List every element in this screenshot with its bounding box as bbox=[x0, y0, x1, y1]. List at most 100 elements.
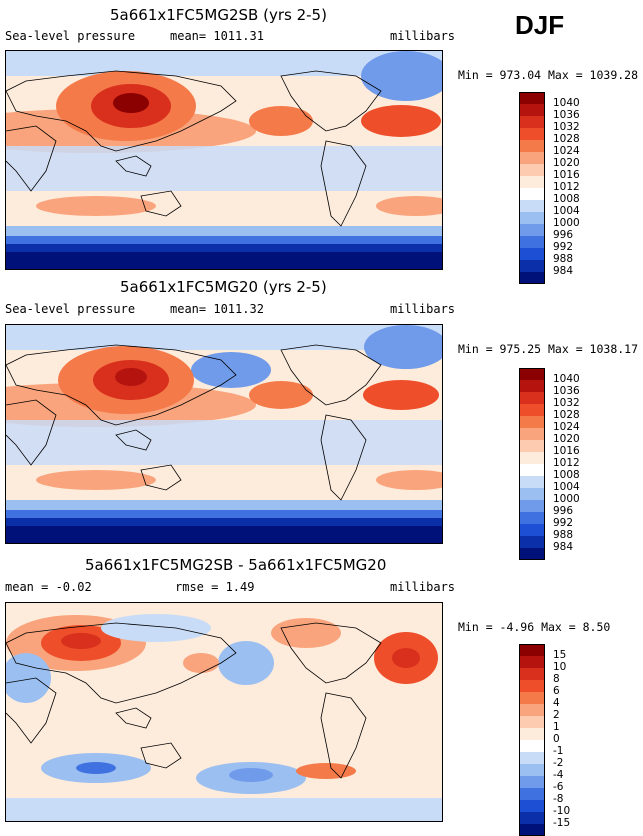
panel-3-units-label: millibars bbox=[390, 580, 456, 594]
colorbar-swatch bbox=[519, 368, 545, 380]
panel-1-south-atlantic-high bbox=[376, 196, 442, 216]
panel-2-pacific-high bbox=[249, 381, 313, 409]
panel-2-siberian-high-core bbox=[115, 368, 147, 386]
colorbar-swatch bbox=[519, 164, 545, 176]
panel-3-tropics bbox=[6, 703, 442, 753]
panel-3-south-positive bbox=[296, 763, 356, 779]
colorbar-swatch bbox=[519, 464, 545, 476]
colorbar-level-label: 1008 bbox=[553, 469, 580, 481]
panel-2-southern-band-4 bbox=[6, 526, 442, 543]
panel-1-arctic-low bbox=[361, 51, 442, 101]
colorbar-level-label: 1020 bbox=[553, 433, 580, 445]
panel-2-atlantic-high bbox=[363, 380, 439, 410]
colorbar-level-label: 988 bbox=[553, 529, 574, 541]
panel-3-arctic-negative bbox=[101, 614, 211, 642]
panel-1-southern-band-2 bbox=[6, 236, 442, 244]
panel-2-equatorial-low-band bbox=[6, 420, 442, 465]
panel-2-colorbar: 1040 1036 1032 1028 1024 1020 1016 1012 1008 1004… bbox=[519, 368, 580, 560]
panel-1-siberian-high-core bbox=[113, 93, 149, 113]
colorbar-swatch bbox=[519, 644, 545, 656]
colorbar-swatch bbox=[519, 152, 545, 164]
panel-1-mean-label: mean= 1011.31 bbox=[170, 29, 264, 43]
panel-3-rmse-label: rmse = 1.49 bbox=[175, 580, 255, 594]
panel-1-south-indian-high bbox=[36, 196, 156, 216]
colorbar-level-label: -10 bbox=[553, 805, 571, 817]
colorbar-level-label: 1004 bbox=[553, 481, 580, 493]
colorbar-swatch bbox=[519, 116, 545, 128]
colorbar-swatch bbox=[519, 500, 545, 512]
colorbar-level-label: 1012 bbox=[553, 457, 580, 469]
panel-1-equatorial-low-band bbox=[6, 146, 442, 191]
colorbar-level-label: -8 bbox=[553, 793, 564, 805]
panel-1-southern-band-4 bbox=[6, 252, 442, 269]
colorbar-level-label: 1032 bbox=[553, 121, 580, 133]
panel-1-units-label: millibars bbox=[390, 29, 456, 43]
colorbar-swatch bbox=[519, 548, 545, 560]
colorbar-swatch bbox=[519, 452, 545, 464]
panel-2-map-svg bbox=[6, 325, 442, 543]
colorbar-swatch bbox=[519, 752, 545, 764]
colorbar-swatch bbox=[519, 704, 545, 716]
colorbar-swatch bbox=[519, 524, 545, 536]
colorbar-swatch bbox=[519, 92, 545, 104]
colorbar-level-label: 1 bbox=[553, 721, 560, 733]
panel-1-colorbar: 1040 1036 1032 1028 1024 1020 1016 1012 1008 1004… bbox=[519, 92, 580, 284]
colorbar-boxes bbox=[519, 644, 545, 836]
panel-3-south-negative-2-core bbox=[229, 768, 273, 782]
colorbar-level-label: 1028 bbox=[553, 133, 580, 145]
colorbar-swatch bbox=[519, 536, 545, 548]
panel-3-map-svg bbox=[6, 603, 442, 821]
colorbar-swatch bbox=[519, 476, 545, 488]
colorbar-level-label: 992 bbox=[553, 517, 574, 529]
panel-2-south-indian-high bbox=[36, 470, 156, 490]
colorbar-swatch bbox=[519, 236, 545, 248]
panel-2-southern-band-3 bbox=[6, 518, 442, 526]
panel-2-variable-label: Sea-level pressure bbox=[5, 302, 136, 316]
colorbar-boxes bbox=[519, 92, 545, 284]
panel-3-mean-label: mean = -0.02 bbox=[5, 580, 92, 594]
colorbar-swatch bbox=[519, 200, 545, 212]
panel-1-title: 5a661x1FC5MG2SB (yrs 2-5) bbox=[110, 6, 327, 24]
panel-3-atlantic-positive-core bbox=[392, 648, 420, 668]
colorbar-level-label: -1 bbox=[553, 745, 564, 757]
panel-1-map-svg bbox=[6, 51, 442, 269]
colorbar-level-label: -15 bbox=[553, 817, 571, 829]
panel-2-arctic-low bbox=[364, 325, 442, 369]
colorbar-level-label: 1024 bbox=[553, 421, 580, 433]
panel-3-antarctic-band bbox=[6, 798, 442, 821]
panel-1-minmax: Min = 973.04 Max = 1039.28 bbox=[458, 68, 639, 82]
colorbar-swatch bbox=[519, 272, 545, 284]
panel-3-north-america-positive bbox=[271, 618, 341, 648]
panel-3-minmax: Min = -4.96 Max = 8.50 bbox=[458, 620, 611, 634]
colorbar-level-label: 1016 bbox=[553, 169, 580, 181]
colorbar-level-label: 1028 bbox=[553, 409, 580, 421]
colorbar-swatch bbox=[519, 416, 545, 428]
colorbar-swatch bbox=[519, 128, 545, 140]
colorbar-level-label: 10 bbox=[553, 661, 567, 673]
panel-2-mean-label: mean= 1011.32 bbox=[170, 302, 264, 316]
panel-1-variable-label: Sea-level pressure bbox=[5, 29, 136, 43]
panel-2-coastlines bbox=[6, 344, 382, 501]
colorbar-level-label: 984 bbox=[553, 265, 574, 277]
colorbar-level-label: 984 bbox=[553, 541, 574, 553]
colorbar-level-label: 1032 bbox=[553, 397, 580, 409]
colorbar-swatch bbox=[519, 260, 545, 272]
colorbar-level-label: -4 bbox=[553, 769, 564, 781]
colorbar-swatch bbox=[519, 428, 545, 440]
colorbar-swatch bbox=[519, 812, 545, 824]
colorbar-level-label: 988 bbox=[553, 253, 574, 265]
colorbar-level-label: 1040 bbox=[553, 97, 580, 109]
colorbar-level-label: 1016 bbox=[553, 445, 580, 457]
panel-2-map bbox=[5, 324, 443, 544]
colorbar-swatch bbox=[519, 668, 545, 680]
colorbar-swatch bbox=[519, 728, 545, 740]
colorbar-level-label: 15 bbox=[553, 649, 567, 661]
colorbar-level-label: 1020 bbox=[553, 157, 580, 169]
colorbar-swatch bbox=[519, 692, 545, 704]
panel-1-pacific-high bbox=[249, 106, 313, 136]
panel-3-colorbar: 15 10 8 6 4 2 1 0 -1 -2 -4 -6 -8 -10 -15 bbox=[519, 644, 570, 836]
colorbar-swatch bbox=[519, 140, 545, 152]
colorbar-level-label: 996 bbox=[553, 505, 574, 517]
panel-3-pacific-negative bbox=[218, 641, 274, 685]
panel-3-western-negative bbox=[6, 653, 51, 703]
